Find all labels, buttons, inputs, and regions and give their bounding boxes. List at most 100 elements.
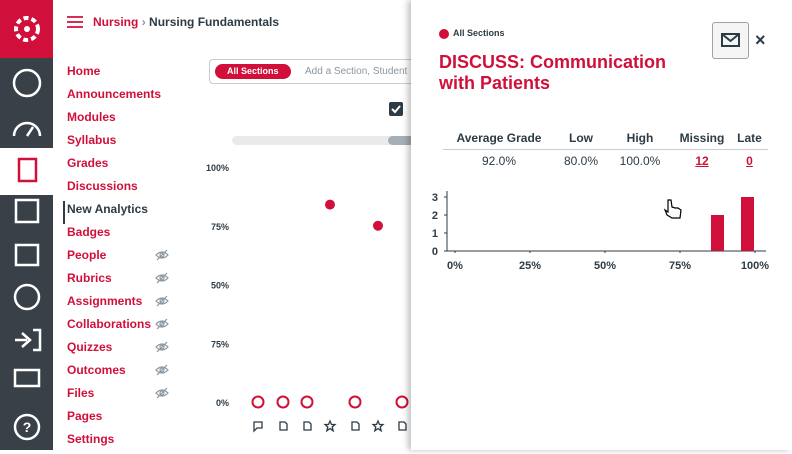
y-tick-label: 75% xyxy=(211,222,229,232)
assignment-icon xyxy=(371,419,385,433)
course-nav-label: Assignments xyxy=(67,294,143,308)
help-icon[interactable] xyxy=(13,413,41,441)
stats-table: Average Grade Low High Missing Late 92.0% 80.… xyxy=(443,127,768,172)
course-nav-label: People xyxy=(67,248,107,262)
course-nav-item[interactable]: Outcomes xyxy=(67,362,177,385)
table-header-cell: Missing xyxy=(679,131,725,145)
section-dot xyxy=(439,29,449,39)
history-icon[interactable] xyxy=(13,283,41,311)
checkbox[interactable] xyxy=(389,102,403,116)
global-nav-icons: ? xyxy=(12,68,42,441)
message-button[interactable] xyxy=(712,22,749,59)
course-nav-item[interactable]: Rubrics xyxy=(67,270,177,293)
section-filter[interactable]: All Sections Add a Section, Student xyxy=(209,59,471,84)
course-nav-item[interactable]: Badges xyxy=(67,224,177,247)
commons-icon[interactable] xyxy=(15,328,42,352)
y-tick-label: 75% xyxy=(211,339,229,349)
breadcrumb-link[interactable]: Nursing xyxy=(93,15,139,29)
course-nav-label: Announcements xyxy=(67,87,162,101)
hidden-icon xyxy=(155,249,169,261)
course-nav-item[interactable]: People xyxy=(67,247,177,270)
y-tick-label: 50% xyxy=(211,281,229,291)
course-nav-label: Grades xyxy=(67,156,109,170)
course-nav-item[interactable]: Settings xyxy=(67,431,177,454)
scroll-thumb[interactable] xyxy=(388,136,428,145)
course-nav-item[interactable]: Grades xyxy=(67,155,177,178)
course-nav-item[interactable]: Collaborations xyxy=(67,316,177,339)
filter-placeholder: Add a Section, Student xyxy=(305,66,408,77)
logo-icon xyxy=(14,16,40,42)
hidden-icon xyxy=(155,364,169,376)
course-nav-item[interactable]: Home xyxy=(67,63,177,86)
course-nav-label: Home xyxy=(67,64,101,78)
course-nav-label: Badges xyxy=(67,225,111,239)
course-nav-label: Outcomes xyxy=(67,363,126,377)
assignment-icon xyxy=(279,421,288,431)
course-nav-item[interactable]: Pages xyxy=(67,408,177,431)
course-nav-label: Syllabus xyxy=(67,133,117,147)
course-nav-label: Settings xyxy=(67,432,115,446)
hidden-icon xyxy=(155,318,169,330)
course-nav-item[interactable]: Discussions xyxy=(67,178,177,201)
inbox-icon[interactable] xyxy=(14,243,40,267)
assignment-icon xyxy=(351,421,360,431)
table-header-cell: High xyxy=(626,131,654,145)
course-nav-item[interactable]: Announcements xyxy=(67,86,177,109)
scrollbar[interactable] xyxy=(232,136,428,145)
close-button[interactable]: × xyxy=(755,30,766,50)
tray-title: DISCUSS: Communication with Patients xyxy=(439,52,667,93)
menu-toggle[interactable] xyxy=(67,16,83,28)
table-header-cell: Average Grade xyxy=(456,131,542,145)
table-value: 92.0% xyxy=(481,154,517,168)
breadcrumb: Nursing › Nursing Fundamentals xyxy=(93,15,279,29)
course-nav-item[interactable]: New Analytics xyxy=(63,201,177,224)
breadcrumb-separator: › xyxy=(141,15,146,29)
data-point xyxy=(395,395,409,409)
hidden-icon xyxy=(155,387,169,399)
course-nav-label: Collaborations xyxy=(67,317,152,331)
table-value: 100.0% xyxy=(619,154,661,168)
course-nav-label: Rubrics xyxy=(67,271,112,285)
course-nav-label: Pages xyxy=(67,409,103,423)
y-tick-label: 100% xyxy=(206,163,229,173)
course-nav-item[interactable]: Assignments xyxy=(67,293,177,316)
table-link[interactable]: 12 xyxy=(695,154,709,168)
logo[interactable] xyxy=(0,0,53,58)
course-nav-label: Modules xyxy=(67,110,116,124)
course-nav-label: New Analytics xyxy=(67,202,148,216)
studio-icon[interactable] xyxy=(13,368,41,388)
table-header-cell: Low xyxy=(569,131,593,145)
section-label: All Sections xyxy=(453,28,505,38)
course-nav-item[interactable]: Modules xyxy=(67,109,177,132)
course-nav-item[interactable]: Syllabus xyxy=(67,132,177,155)
account-icon[interactable] xyxy=(12,68,42,98)
table-row: 92.0% 80.0% 100.0% 12 0 xyxy=(443,150,768,172)
help-mark: ? xyxy=(23,419,32,435)
course-nav-label: Quizzes xyxy=(67,340,113,354)
table-link[interactable]: 0 xyxy=(746,154,753,168)
data-point xyxy=(251,395,265,409)
course-nav-item[interactable]: Files xyxy=(67,385,177,408)
data-point xyxy=(348,395,362,409)
filter-pill[interactable]: All Sections xyxy=(215,64,291,79)
table-header-cell: Late xyxy=(737,131,762,145)
active-nav-bg xyxy=(0,148,53,195)
table-cell: 0 xyxy=(731,154,768,168)
hidden-icon xyxy=(155,341,169,353)
table-cell: 100.0% xyxy=(607,154,673,168)
table-value: 80.0% xyxy=(563,154,599,168)
data-point xyxy=(276,395,290,409)
assignment-icon xyxy=(398,421,407,431)
assignment-icon xyxy=(323,419,337,433)
calendar-icon[interactable] xyxy=(14,198,40,224)
data-point xyxy=(300,395,314,409)
course-nav-label: Files xyxy=(67,386,95,400)
table-cell: 80.0% xyxy=(555,154,607,168)
course-nav-item[interactable]: Quizzes xyxy=(67,339,177,362)
y-tick-label: 0% xyxy=(216,398,229,408)
breadcrumb-current: Nursing Fundamentals xyxy=(149,15,280,29)
dashboard-icon[interactable] xyxy=(12,121,42,137)
courses-icon[interactable] xyxy=(17,157,38,183)
